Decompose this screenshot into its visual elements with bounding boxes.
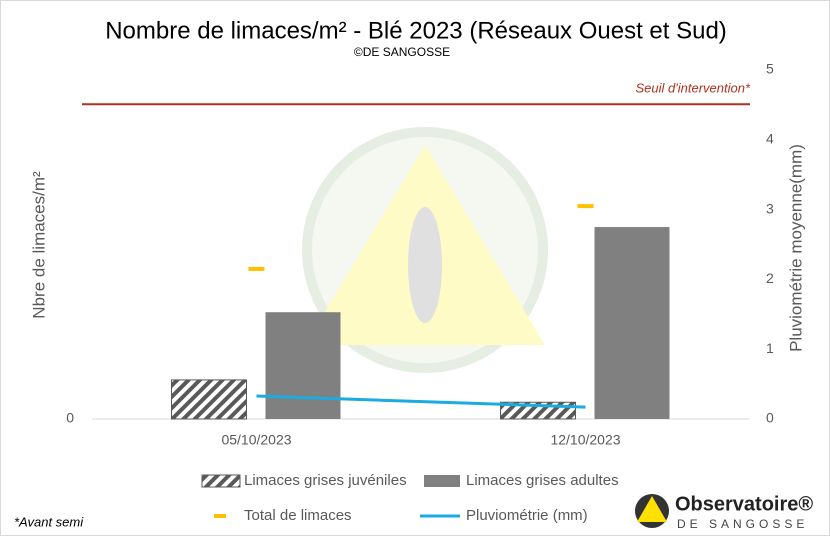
chart-subtitle: ©DE SANGOSSE <box>354 45 450 59</box>
y2-tick-label: 5 <box>766 61 774 77</box>
logo-sub: DE SANGOSSE <box>677 517 808 531</box>
footnote: *Avant semi <box>14 514 84 529</box>
legend-label: Limaces grises adultes <box>466 472 619 489</box>
x-tick-label: 12/10/2023 <box>550 432 620 448</box>
y-tick-label: 0 <box>66 410 74 426</box>
logo-name: Observatoire® <box>675 493 813 515</box>
bar <box>265 312 341 419</box>
legend-label: Total de limaces <box>244 507 352 524</box>
legend-label: Pluviométrie (mm) <box>466 507 588 524</box>
y2-tick-label: 0 <box>766 410 774 426</box>
legend-swatch <box>424 475 460 487</box>
y2-tick-label: 2 <box>766 270 774 286</box>
bar <box>171 379 247 420</box>
y2-tick-label: 1 <box>766 340 774 356</box>
y-axis-label: Nbre de limaces/m² <box>29 171 48 319</box>
legend-swatch <box>201 474 241 488</box>
logo: Observatoire® DE SANGOSSE <box>635 493 813 531</box>
chart-title: Nombre de limaces/m² - Blé 2023 (Réseaux… <box>105 17 727 44</box>
watermark <box>302 127 548 373</box>
threshold-label: Seuil d'intervention* <box>636 81 751 96</box>
legend-label: Limaces grises juvéniles <box>244 472 407 489</box>
y2-tick-label: 4 <box>766 131 774 147</box>
y2-tick-label: 3 <box>766 200 774 216</box>
rain-line <box>256 394 586 409</box>
x-tick-label: 05/10/2023 <box>221 432 291 448</box>
bar <box>594 227 670 419</box>
y2-axis-label: Pluviométrie moyenne(mm) <box>786 144 805 352</box>
